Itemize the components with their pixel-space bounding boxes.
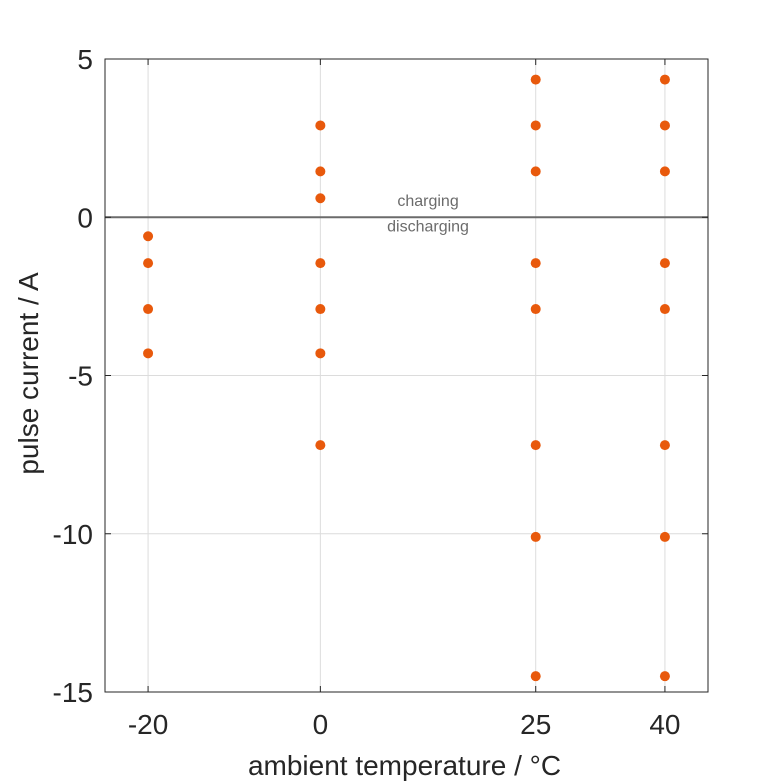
x-tick-label: -20 <box>128 709 168 740</box>
data-point <box>315 120 326 131</box>
data-point <box>659 120 670 131</box>
data-point <box>530 440 541 451</box>
y-tick-label: 5 <box>77 44 93 75</box>
data-point <box>530 531 541 542</box>
data-point <box>530 74 541 85</box>
data-point <box>659 440 670 451</box>
x-tick-label: 40 <box>649 709 680 740</box>
data-point <box>659 531 670 542</box>
data-point <box>143 304 154 315</box>
x-axis-title: ambient temperature / °C <box>248 750 561 781</box>
data-point <box>659 671 670 682</box>
data-point <box>315 166 326 177</box>
data-point <box>659 166 670 177</box>
y-axis-title: pulse current / A <box>13 272 44 475</box>
data-point <box>143 348 154 359</box>
data-point <box>659 304 670 315</box>
x-tick-label: 25 <box>520 709 551 740</box>
data-point <box>143 231 154 242</box>
data-point <box>530 166 541 177</box>
data-point <box>315 304 326 315</box>
axis-ticks <box>105 58 708 693</box>
data-point <box>530 258 541 269</box>
y-tick-label: -15 <box>53 677 93 708</box>
data-point <box>315 258 326 269</box>
data-point <box>530 671 541 682</box>
data-point <box>315 348 326 359</box>
x-tick-label: 0 <box>313 709 329 740</box>
data-point <box>530 304 541 315</box>
y-tick-labels: 5 0 -5 -10 -15 <box>53 44 93 708</box>
annotation-charging: charging <box>397 193 458 210</box>
y-tick-label: -5 <box>68 361 93 392</box>
data-point <box>659 74 670 85</box>
y-tick-label: -10 <box>53 519 93 550</box>
annotation-discharging: discharging <box>387 218 469 235</box>
data-point <box>315 440 326 451</box>
data-point <box>659 258 670 269</box>
y-tick-label: 0 <box>77 202 93 233</box>
annotations: charging discharging <box>387 193 469 235</box>
data-point <box>315 193 326 204</box>
data-point <box>143 258 154 269</box>
data-point <box>530 120 541 131</box>
grid-lines <box>105 58 708 693</box>
data-points <box>143 74 670 682</box>
x-tick-labels: -20 0 25 40 <box>128 709 681 740</box>
